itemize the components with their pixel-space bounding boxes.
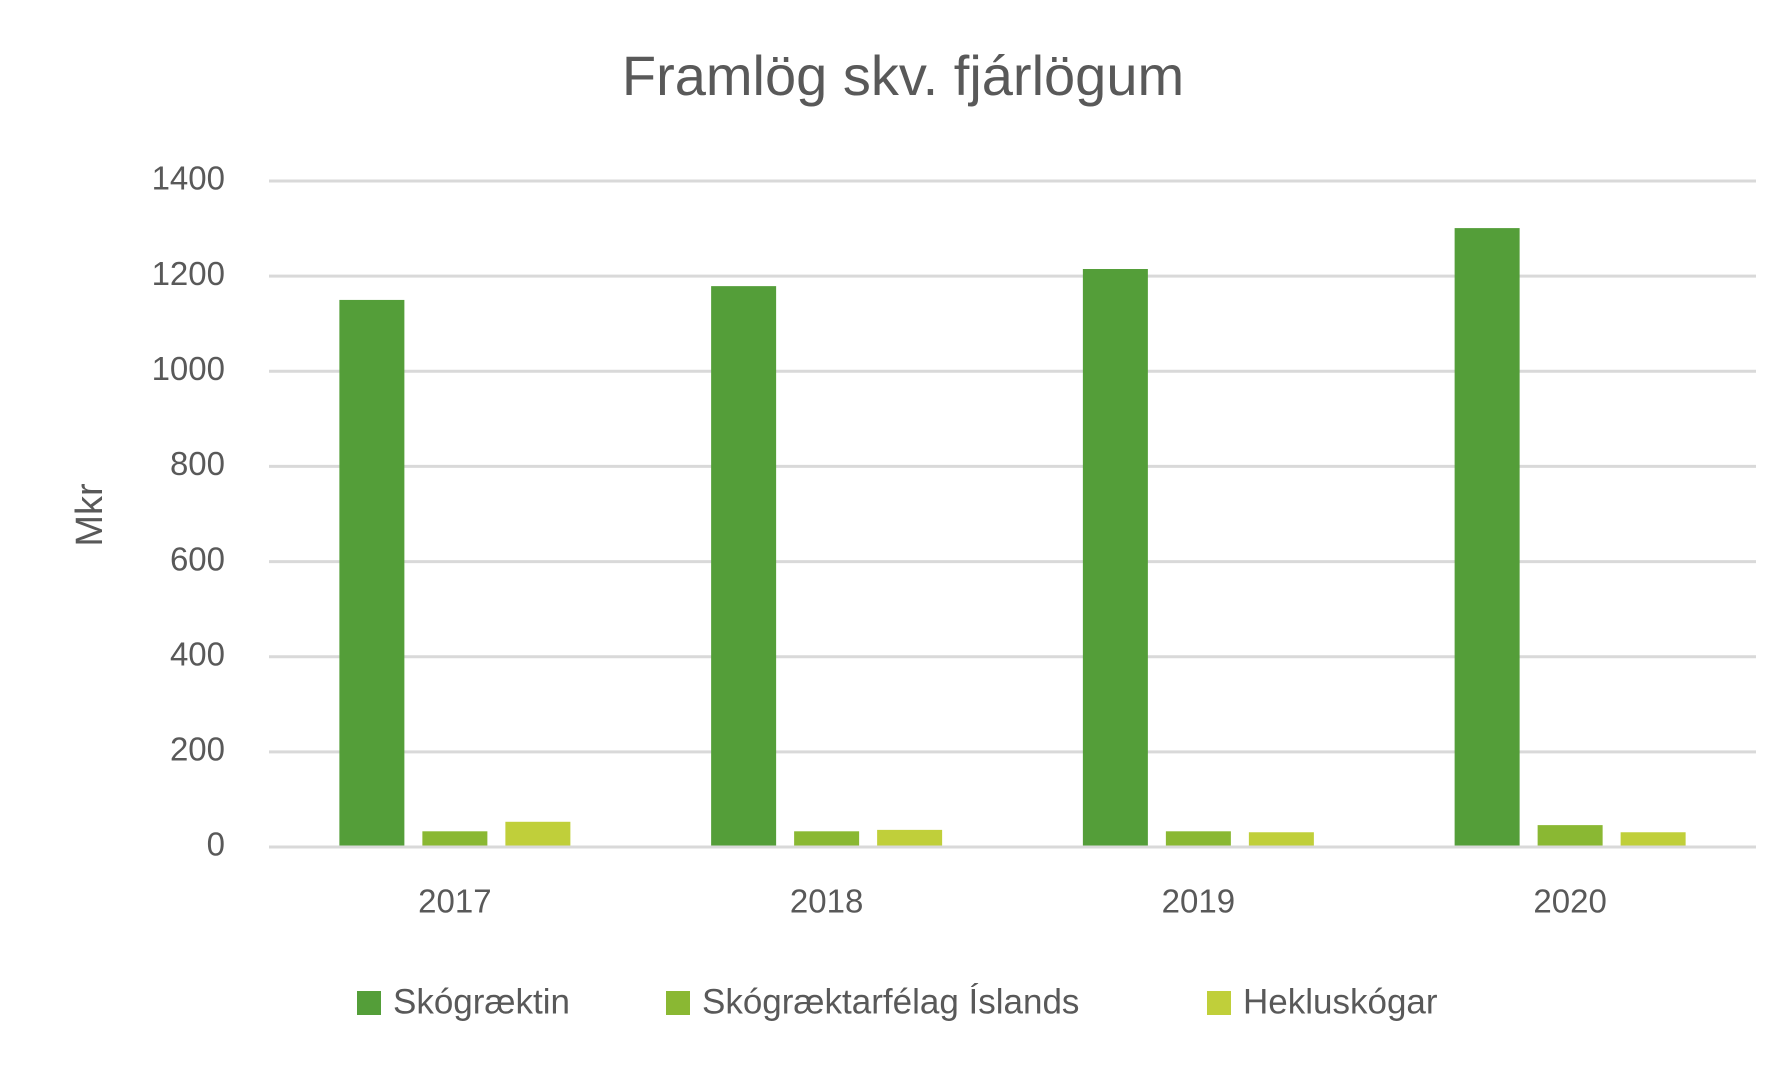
bar [339,299,405,847]
y-axis-label: Mkr [69,483,111,547]
legend-label: Skógræktarfélag Íslands [702,982,1079,1021]
x-tick-label: 2018 [790,883,863,920]
x-tick-label: 2019 [1162,883,1235,920]
y-tick-label: 800 [170,445,225,482]
x-tick-label: 2020 [1533,883,1606,920]
bar [1454,228,1520,848]
y-tick-label: 1400 [152,160,225,197]
y-tick-label: 400 [170,635,225,672]
bar [877,829,943,847]
legend-label: Hekluskógar [1243,982,1438,1021]
bar [422,831,488,847]
bar [505,821,571,847]
y-tick-label: 600 [170,540,225,577]
chart-title: Framlög skv. fjárlögum [622,44,1184,107]
bar [1537,825,1603,847]
bar [1248,832,1314,847]
bar [1620,832,1686,847]
legend-swatch [1207,991,1231,1015]
y-tick-label: 200 [170,731,225,768]
legend-swatch [357,991,381,1015]
bar [794,831,860,847]
bar [1082,269,1148,847]
legend-label: Skógræktin [393,982,570,1021]
x-tick-label: 2017 [418,883,491,920]
bar [711,286,777,848]
y-tick-label: 1200 [152,255,225,292]
legend-swatch [666,991,690,1015]
y-tick-label: 1000 [152,350,225,387]
y-tick-label: 0 [207,826,225,863]
bar [1165,831,1231,847]
